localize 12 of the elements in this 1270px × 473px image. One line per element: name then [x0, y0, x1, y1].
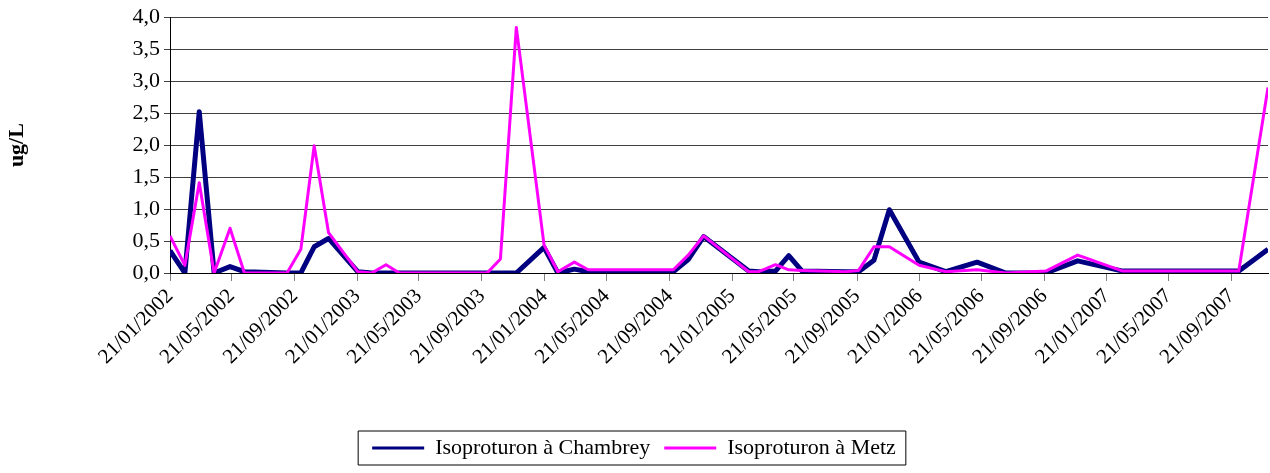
y-tick-label: 1,0 [132, 194, 160, 220]
y-tick-label: 3,5 [132, 34, 160, 60]
y-axis-title: ug/L [2, 123, 28, 168]
legend-label: Isoproturon à Chambrey [435, 433, 651, 459]
legend-label: Isoproturon à Metz [727, 433, 897, 459]
y-tick-label: 2,0 [132, 130, 160, 156]
y-tick-label: 3,0 [132, 66, 160, 92]
y-tick-label: 0,5 [132, 226, 160, 252]
y-tick-label: 4,0 [132, 2, 160, 28]
y-tick-label: 0,0 [132, 258, 160, 284]
y-tick-label: 1,5 [132, 162, 160, 188]
y-tick-label: 2,5 [132, 98, 160, 124]
